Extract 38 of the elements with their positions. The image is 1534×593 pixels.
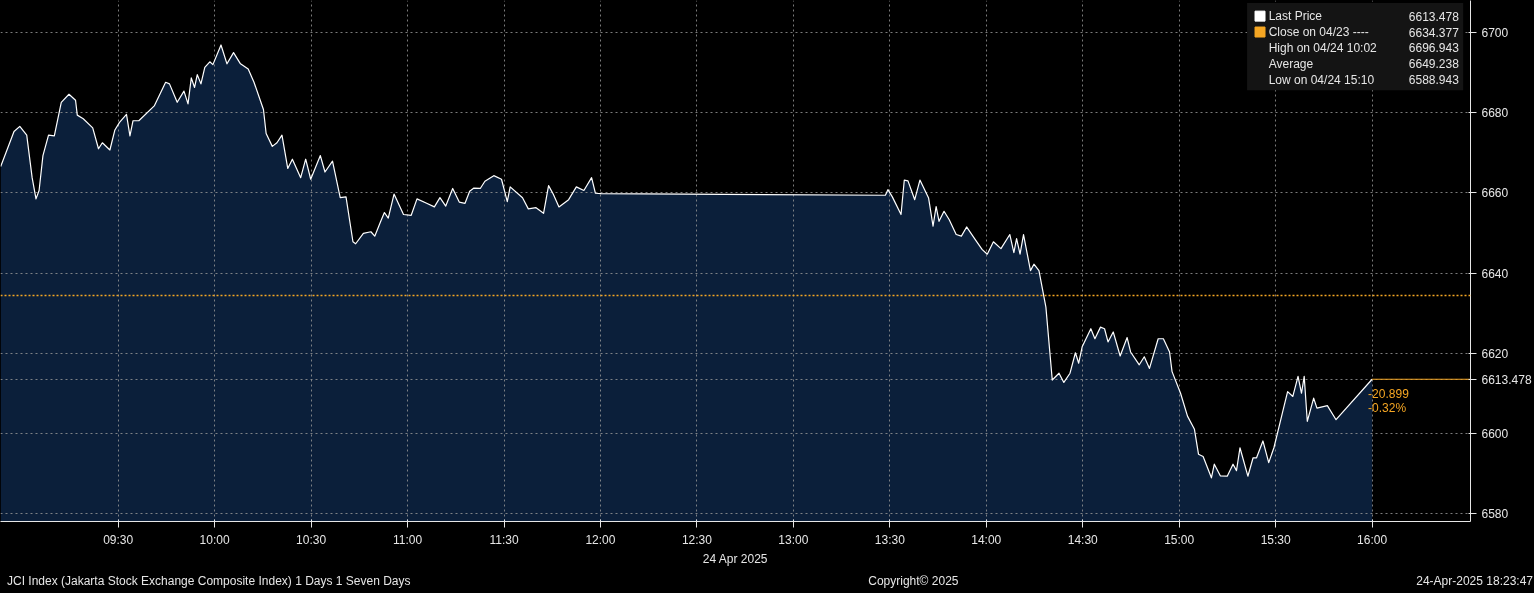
annotation: -20.899: [1368, 386, 1410, 401]
y-tick-label: 6580: [1481, 506, 1509, 521]
text: JCI Index (Jakarta Stock Exchange Composite Index) 1 Days 1 Seven Days: [7, 573, 411, 590]
legend-label: Close on 04/23 ----: [1268, 25, 1369, 40]
x-tick-label: 11:30: [489, 532, 519, 547]
x-tick-label: 11:00: [392, 532, 423, 547]
annotation: 6634.377: [1408, 25, 1460, 40]
x-tick-label: 14:30: [1067, 532, 1099, 547]
annotation: High on 04/24 10:02: [1268, 40, 1378, 55]
y-tick-label: 6700: [1481, 26, 1509, 41]
x-tick-label: 12:00: [585, 532, 616, 547]
annotation: -0.32%: [1368, 401, 1407, 416]
annotation: Low on 04/24 15:10: [1268, 72, 1375, 87]
x-tick-label: 10:00: [199, 532, 230, 547]
x-tick-label: 16:00: [1357, 532, 1388, 547]
y-tick-label: 6600: [1481, 426, 1509, 441]
x-axis-title: 24 Apr 2025: [702, 551, 768, 566]
x-tick-label: 09:30: [103, 532, 134, 547]
x-tick-label: 10:30: [296, 532, 327, 547]
text: 24-Apr-2025 18:23:47: [1416, 573, 1533, 590]
x-tick-label: 14:00: [971, 532, 1002, 547]
annotation: Average: [1268, 56, 1314, 71]
text: Copyright© 2025: [868, 573, 959, 590]
y-tick-label: 6680: [1481, 106, 1509, 121]
annotation: 6613.478: [1408, 9, 1460, 24]
y-tick-label: 6660: [1481, 186, 1509, 201]
x-tick-label: 15:30: [1260, 532, 1291, 547]
y-tick-label: 6620: [1481, 346, 1509, 361]
x-tick-label: 13:00: [778, 532, 809, 547]
annotation: 6696.943: [1408, 41, 1460, 56]
annotation: 6588.943: [1408, 73, 1460, 88]
y-tick-label: 6613.478: [1481, 372, 1532, 387]
legend-label: Last Price: [1268, 9, 1323, 24]
x-tick-label: 13:30: [874, 532, 906, 547]
x-tick-label: 12:30: [681, 532, 713, 547]
annotation: 6649.238: [1408, 57, 1460, 72]
y-tick-label: 6640: [1481, 266, 1509, 281]
x-tick-label: 15:00: [1164, 532, 1195, 547]
